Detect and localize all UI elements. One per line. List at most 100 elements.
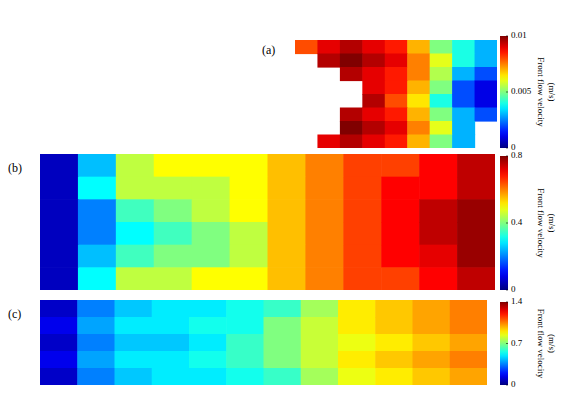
heatmap-cell [301, 368, 339, 385]
colorbar-label-line: (m/s) [547, 214, 557, 233]
heatmap-cell [154, 177, 193, 200]
heatmap-cell [375, 334, 413, 352]
heatmap-cell [381, 199, 420, 222]
heatmap-cell [375, 300, 413, 318]
heatmap-cell [452, 67, 475, 81]
heatmap-cell [301, 300, 339, 318]
heatmap-cell [154, 222, 193, 245]
heatmap-cell [77, 368, 115, 385]
heatmap-cell [413, 317, 451, 335]
heatmap-cell [192, 177, 231, 200]
heatmap-cell [452, 135, 475, 149]
colorbar-tick-label: 1.4 [511, 296, 523, 306]
colorbar-label-line: Front flow velocity [536, 188, 546, 258]
heatmap-cell [475, 54, 497, 68]
heatmap-cell [475, 94, 497, 108]
heatmap-cell [268, 267, 307, 290]
heatmap-cell [268, 177, 307, 200]
heatmap-cell [407, 81, 430, 95]
heatmap-cell [78, 199, 117, 222]
heatmap-cell [77, 334, 115, 352]
heatmap-cell [230, 222, 269, 245]
heatmap-cell [343, 222, 382, 245]
heatmap-cell [305, 222, 344, 245]
heatmap-cell [385, 81, 408, 95]
heatmap-cell [362, 94, 385, 108]
heatmap-cell [450, 351, 487, 369]
heatmap-cell [40, 368, 78, 385]
heatmap-cell [116, 222, 155, 245]
heatmap-cell [295, 40, 318, 54]
heatmap-cell [385, 54, 408, 68]
heatmap-cell [77, 300, 115, 318]
heatmap-cell [154, 245, 193, 268]
heatmap-cell [264, 351, 302, 369]
heatmap-cell [301, 334, 339, 352]
heatmap-cell [430, 121, 453, 135]
heatmap-cell [226, 368, 264, 385]
heatmap-cell [40, 334, 78, 352]
heatmap-cell [189, 300, 227, 318]
heatmap-cell [362, 67, 385, 81]
heatmap-cell [362, 54, 385, 68]
heatmap-cell [430, 94, 453, 108]
heatmap-cell [317, 54, 340, 68]
heatmap-cell [152, 317, 190, 335]
heatmap-cell [375, 317, 413, 335]
colorbar-label-line: Front flow velocity [536, 57, 546, 127]
heatmap-cell [301, 317, 339, 335]
heatmap-cell [385, 94, 408, 108]
heatmap-cell [152, 351, 190, 369]
colorbar-label-line: Front flow velocity [536, 309, 546, 379]
heatmap-cell [189, 368, 227, 385]
colorbar-label-line: (m/s) [547, 83, 557, 102]
heatmap-cell [343, 245, 382, 268]
heatmap-cell [452, 94, 475, 108]
heatmap-cell [452, 81, 475, 95]
heatmap-cell [338, 317, 376, 335]
heatmap-cell [452, 40, 475, 54]
heatmap-cell [226, 300, 264, 318]
heatmap-cell [192, 154, 231, 177]
heatmap-cell [192, 267, 231, 290]
colorbar-tick-label: 0.005 [511, 86, 532, 96]
heatmap-cell [430, 40, 453, 54]
heatmap-cell [457, 222, 495, 245]
heatmap-cell [338, 368, 376, 385]
heatmap-cell [407, 54, 430, 68]
heatmap-cell [450, 300, 487, 318]
panel-label: (c) [8, 307, 21, 321]
heatmap-cell [340, 67, 363, 81]
heatmap-cell [268, 199, 307, 222]
heatmap-cell [40, 222, 79, 245]
colorbar-label-line: (m/s) [547, 334, 557, 353]
heatmap-cell [40, 351, 78, 369]
heatmap-cell [116, 245, 155, 268]
heatmap-cell [343, 199, 382, 222]
heatmap-cell [362, 135, 385, 149]
heatmap-cell [338, 334, 376, 352]
colorbar-tick [506, 385, 508, 386]
heatmap-cell [343, 267, 382, 290]
heatmap-cell [475, 108, 497, 122]
heatmap-cell [305, 267, 344, 290]
heatmap-cell [40, 267, 79, 290]
colorbar-tick-label: 0.4 [511, 217, 523, 227]
heatmap-cell [189, 334, 227, 352]
heatmap-cell [264, 368, 302, 385]
heatmap-cell [40, 154, 79, 177]
figure: (a)00.0050.01Front flow velocity(m/s)(b)… [0, 0, 585, 412]
heatmap-cell [381, 245, 420, 268]
heatmap-cell [40, 177, 79, 200]
heatmap-cell [430, 135, 453, 149]
colorbar-tick [506, 156, 508, 157]
heatmap-cell [430, 81, 453, 95]
heatmap-cell [430, 54, 453, 68]
heatmap-cell [78, 222, 117, 245]
heatmap-cell [40, 317, 78, 335]
heatmap-cell [340, 54, 363, 68]
heatmap-cell [40, 300, 78, 318]
heatmap-cell [317, 135, 340, 149]
heatmap-cell [452, 121, 475, 135]
heatmap-cell [264, 317, 302, 335]
